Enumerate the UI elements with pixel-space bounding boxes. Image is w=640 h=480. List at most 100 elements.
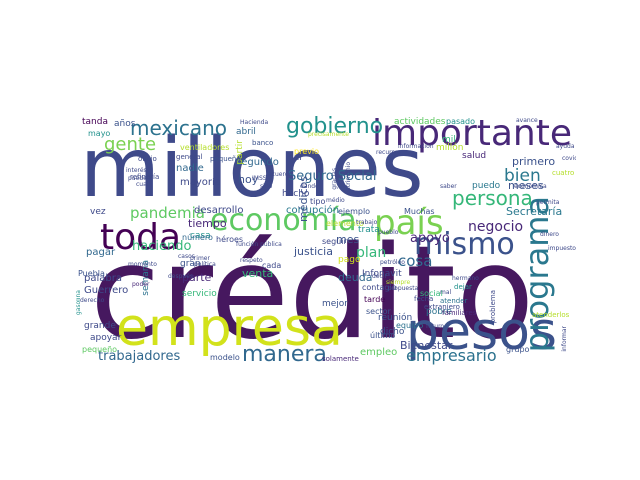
word: banco [252, 139, 274, 147]
word: justicia [294, 245, 333, 258]
word: Infonavit [362, 269, 402, 279]
word: saber [440, 183, 457, 190]
word: tarde [364, 295, 386, 304]
word: meses [508, 179, 544, 192]
word: Guerrero [84, 285, 129, 296]
word: cuatro [552, 169, 575, 177]
word: poder [132, 281, 150, 288]
word: apoyo [410, 231, 450, 246]
word: héroes [216, 235, 244, 244]
word: bien [504, 166, 541, 186]
word: corrupción [286, 205, 340, 216]
word: previo [294, 147, 319, 156]
word: siempre [386, 279, 411, 286]
word: palabra [84, 273, 122, 284]
word: hoy [238, 173, 259, 186]
word: cosa [398, 252, 433, 270]
word: deuda [338, 271, 373, 284]
word: importante [372, 113, 573, 154]
word: tiempo [188, 217, 227, 230]
word: trabajadores [98, 349, 181, 364]
word: avance [516, 117, 538, 124]
word: después [168, 273, 194, 280]
word: toda [100, 217, 182, 258]
word: mexicano [130, 116, 227, 140]
word: hermano [452, 275, 479, 282]
word: empleo [360, 347, 398, 358]
word: parte [182, 271, 212, 284]
word: cada [262, 261, 282, 270]
word: casa [190, 231, 211, 241]
word: pueblo [378, 229, 399, 236]
word: empresario [406, 346, 497, 365]
word: oficio [138, 155, 157, 163]
word: gran [180, 259, 201, 269]
word: millones [80, 121, 424, 216]
word: dicho [380, 327, 405, 337]
word: médio [326, 197, 345, 204]
word: programa [518, 196, 556, 353]
word: tipo [310, 197, 326, 206]
word: manera [242, 342, 327, 367]
word: empresa [116, 298, 343, 358]
word: persona [452, 186, 533, 210]
word: función pública [236, 241, 282, 248]
word: dar [288, 153, 303, 163]
word: primero [512, 155, 556, 168]
word: Puebla [78, 269, 105, 278]
word: grupo [506, 345, 530, 354]
word: mayoría [180, 177, 221, 188]
word: derecho [80, 297, 105, 304]
word: pueden [128, 175, 151, 182]
word: interés [126, 167, 147, 174]
word: petróleo [380, 259, 405, 266]
word: servicio [182, 289, 217, 299]
word: refinería [130, 173, 160, 181]
word: covid [562, 155, 576, 162]
word: futuro [426, 323, 445, 330]
word: gobierno [286, 114, 384, 139]
word: haciendo [132, 239, 192, 254]
word: pobre [426, 307, 452, 317]
word: solamente [322, 355, 359, 363]
word: familiares [442, 309, 477, 317]
word: información [398, 143, 434, 150]
word: Hacienda [240, 119, 269, 126]
word: permita [536, 199, 560, 206]
word: atenderlos [532, 311, 570, 319]
word: trata [358, 225, 380, 235]
word: fecha [414, 295, 434, 303]
word: pequeña [210, 155, 241, 163]
word: informar [561, 326, 568, 352]
word: pandemia [130, 204, 205, 222]
word: trabajo [356, 219, 378, 226]
word: pagar [86, 247, 116, 258]
word: propuesta [388, 285, 419, 292]
word: elemento [326, 219, 364, 228]
word: mejor [322, 299, 349, 309]
word: crédito [90, 219, 535, 368]
word: acuerdo [268, 171, 293, 178]
word: puedo [472, 181, 501, 191]
word: pesos [406, 302, 557, 362]
word: dejar [454, 283, 472, 291]
word: Bienestar [400, 339, 453, 352]
word: patrimonio [345, 162, 352, 195]
word: seguir [322, 237, 347, 246]
word: momento [128, 261, 157, 268]
word: vez [90, 207, 106, 217]
word: país [374, 203, 444, 243]
word: salud [462, 151, 487, 161]
word: negocio [468, 219, 524, 235]
word: pago [338, 255, 361, 265]
word: precisamente [308, 131, 349, 138]
word: cual [136, 181, 149, 188]
word: apoyar [90, 333, 122, 343]
word: segundo [236, 157, 279, 168]
word: plan [356, 245, 387, 261]
word: casos [178, 253, 195, 260]
word: años [114, 119, 136, 129]
word: ventiladores [180, 143, 230, 152]
word: contagio [362, 283, 397, 292]
word: actividades [394, 117, 446, 127]
